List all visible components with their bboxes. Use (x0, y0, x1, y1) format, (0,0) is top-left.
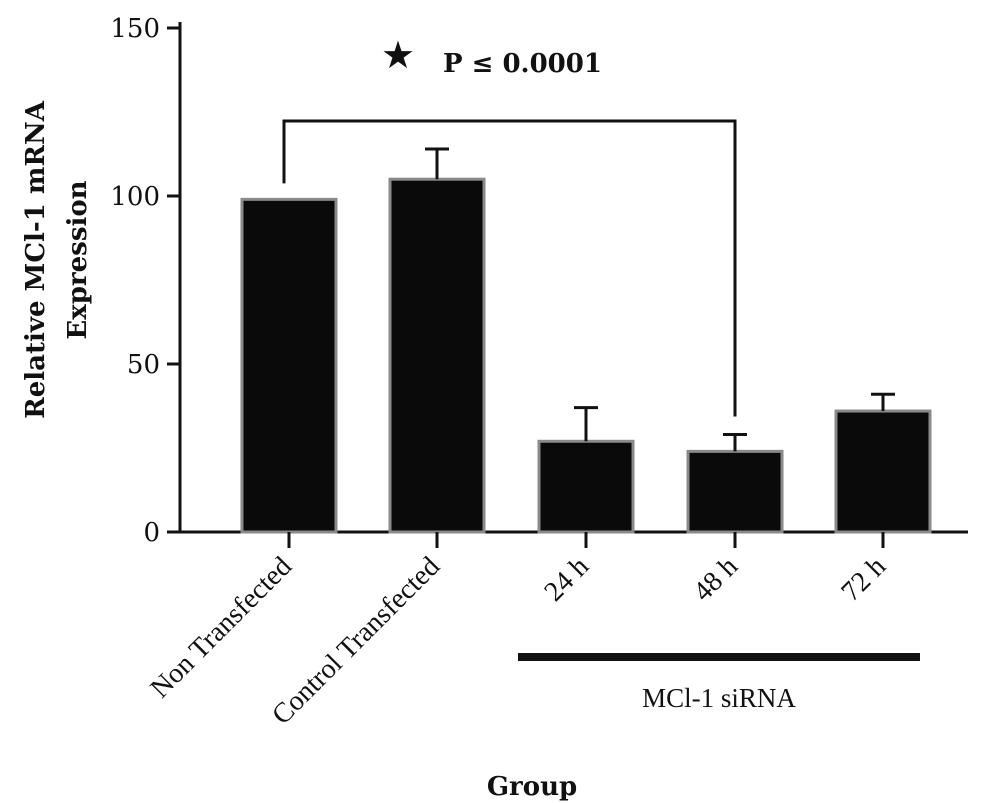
x-tick-label: Control Transfected (266, 551, 446, 731)
y-axis-ticks: 0 50 100 150 (110, 14, 180, 548)
x-tick-label: 48 h (687, 551, 744, 608)
bar-48-h (686, 449, 784, 534)
x-tick-label: 24 h (538, 551, 595, 608)
x-axis-ticks (287, 532, 885, 548)
y-axis-title-line-2: Expression (63, 180, 93, 339)
star-icon: ★ (381, 33, 415, 77)
bar-non-transfected (240, 197, 338, 534)
sirna-group-label: MCl-1 siRNA (642, 683, 796, 713)
error-bars (425, 147, 895, 452)
y-axis-title-line-1: Relative MCl-1 mRNA (21, 100, 51, 419)
significance-label: P ≤ 0.0001 (443, 49, 602, 79)
y-tick-label: 100 (110, 182, 160, 212)
y-tick-label: 50 (127, 350, 160, 380)
sirna-group-bracket: MCl-1 siRNA (518, 653, 920, 713)
bar-72-h (834, 409, 932, 534)
x-tick-label: 72 h (835, 551, 892, 608)
bar-24-h (537, 439, 635, 534)
bar-control-transfected (388, 177, 486, 534)
significance-bracket (282, 119, 737, 417)
x-axis-title: Group (487, 772, 577, 802)
significance-annotation: ★ P ≤ 0.0001 (282, 33, 737, 417)
y-tick-label: 150 (110, 14, 160, 44)
bars (240, 177, 932, 534)
y-axis-title: Relative MCl-1 mRNA Expression (21, 100, 93, 419)
y-tick-label: 0 (143, 518, 160, 548)
x-tick-label: Non Transfected (145, 551, 298, 704)
